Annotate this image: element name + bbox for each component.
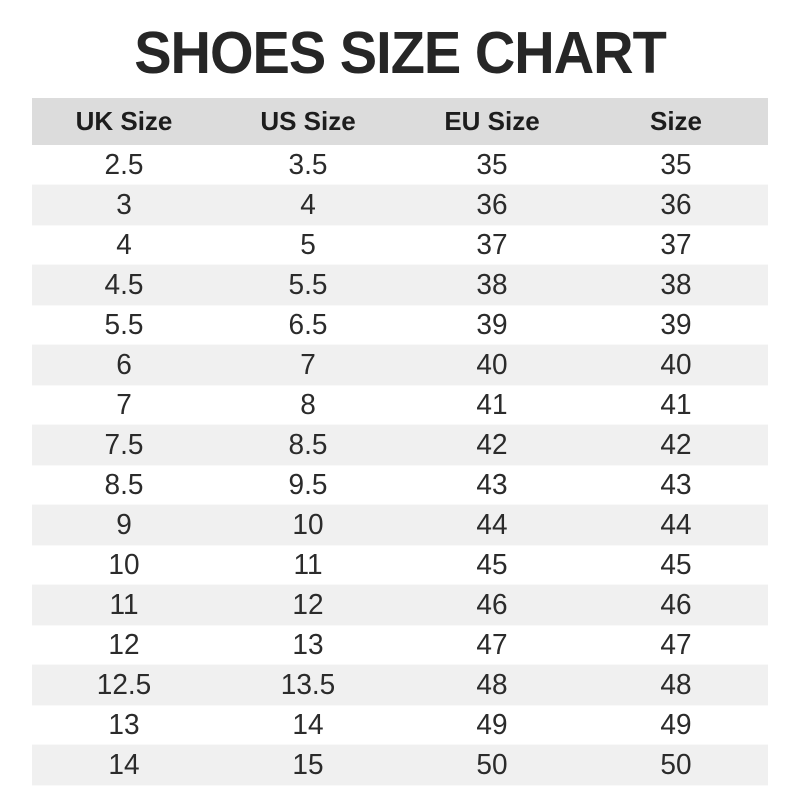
table-cell: 14	[32, 744, 216, 785]
table-cell: 48	[400, 664, 584, 705]
table-row: 9 10 44 44	[32, 504, 768, 545]
table-cell: 44	[584, 504, 768, 545]
table-cell: 43	[660, 468, 692, 500]
table-cell: 4	[116, 228, 132, 260]
table-cell: 14	[292, 708, 324, 740]
table-cell: 41	[476, 388, 508, 420]
table-row: 7.5 8.5 42 42	[32, 424, 768, 465]
table-cell: 11	[32, 584, 216, 625]
table-cell: 41	[660, 388, 692, 420]
table-cell: 6.5	[288, 308, 328, 340]
table-row: 8.5 9.5 43 43	[32, 465, 768, 505]
table-cell: 8.5	[104, 468, 144, 500]
size-table: UK Size US Size EU Size Size 2.5 3.5 35 35 3 4 36…	[32, 97, 768, 785]
table-cell: 7	[216, 344, 400, 385]
table-cell: 45	[660, 548, 692, 580]
table-cell: 46	[400, 584, 584, 625]
table-row: 11 12 46 46	[32, 584, 768, 625]
table-row: 7 8 41 41	[32, 385, 768, 425]
table-cell: 13.5	[216, 664, 400, 705]
table-cell: 9	[32, 504, 216, 545]
table-cell: 37	[476, 228, 508, 260]
column-header: Size	[584, 97, 768, 145]
table-row: 13 14 49 49	[32, 705, 768, 745]
table-cell: 48	[584, 664, 768, 705]
table-cell: 36	[400, 184, 584, 225]
table-cell: 46	[584, 584, 768, 625]
table-cell: 47	[476, 628, 508, 660]
table-cell: 3.5	[288, 148, 328, 180]
table-cell: 35	[476, 148, 508, 180]
header-row: UK Size US Size EU Size Size	[32, 97, 768, 145]
column-header: US Size	[216, 97, 400, 145]
table-cell: 44	[400, 504, 584, 545]
table-cell: 37	[660, 228, 692, 260]
table-cell: 42	[400, 424, 584, 465]
table-cell: 12	[216, 584, 400, 625]
table-cell: 39	[476, 308, 508, 340]
table-cell: 5.5	[216, 264, 400, 305]
table-cell: 13	[108, 708, 140, 740]
table-cell: 5.5	[104, 308, 144, 340]
table-cell: 9.5	[288, 468, 328, 500]
table-cell: 11	[293, 548, 323, 580]
table-cell: 12	[108, 628, 140, 660]
table-cell: 4.5	[32, 264, 216, 305]
table-cell: 7.5	[32, 424, 216, 465]
table-row: 12 13 47 47	[32, 625, 768, 665]
table-cell: 3	[32, 184, 216, 225]
table-cell: 4	[216, 184, 400, 225]
table-cell: 15	[216, 744, 400, 785]
table-cell: 7	[116, 388, 132, 420]
table-cell: 45	[476, 548, 508, 580]
table-cell: 8.5	[216, 424, 400, 465]
table-row: 12.5 13.5 48 48	[32, 664, 768, 705]
table-row: 2.5 3.5 35 35	[32, 145, 768, 185]
column-header: EU Size	[400, 97, 584, 145]
table-cell: 12.5	[32, 664, 216, 705]
table-cell: 40	[584, 344, 768, 385]
table-cell: 47	[660, 628, 692, 660]
table-row: 6 7 40 40	[32, 344, 768, 385]
size-table-body: 2.5 3.5 35 35 3 4 36 36 4 5 37 37 4.5 5.5 38 38 5.5 6.5 39…	[32, 145, 768, 785]
column-header: UK Size	[32, 97, 216, 145]
table-cell: 36	[584, 184, 768, 225]
table-cell: 35	[660, 148, 692, 180]
table-cell: 49	[476, 708, 508, 740]
table-cell: 10	[108, 548, 140, 580]
table-row: 4.5 5.5 38 38	[32, 264, 768, 305]
table-cell: 8	[300, 388, 316, 420]
table-cell: 50	[584, 744, 768, 785]
table-cell: 2.5	[104, 148, 144, 180]
table-cell: 13	[292, 628, 324, 660]
table-cell: 42	[584, 424, 768, 465]
table-cell: 5	[300, 228, 316, 260]
table-cell: 49	[660, 708, 692, 740]
table-cell: 38	[584, 264, 768, 305]
page-title: SHOES SIZE CHART	[134, 19, 667, 86]
table-cell: 40	[400, 344, 584, 385]
table-row: 3 4 36 36	[32, 184, 768, 225]
table-cell: 10	[216, 504, 400, 545]
table-cell: 6	[32, 344, 216, 385]
table-cell: 38	[400, 264, 584, 305]
table-row: 10 11 45 45	[32, 545, 768, 585]
size-table-header: UK Size US Size EU Size Size	[32, 97, 768, 145]
table-row: 4 5 37 37	[32, 225, 768, 265]
table-cell: 43	[476, 468, 508, 500]
table-cell: 50	[400, 744, 584, 785]
table-row: 5.5 6.5 39 39	[32, 305, 768, 345]
table-cell: 39	[660, 308, 692, 340]
table-row: 14 15 50 50	[32, 744, 768, 785]
